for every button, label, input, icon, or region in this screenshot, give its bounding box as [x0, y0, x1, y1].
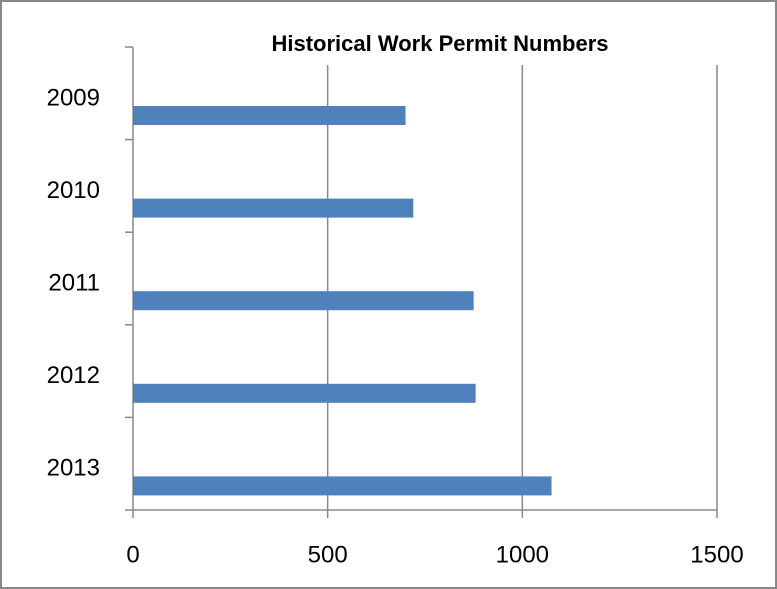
y-tick-label: 2012 [47, 362, 100, 389]
x-tick-label: 500 [308, 541, 348, 568]
bar [133, 291, 474, 311]
x-tick-label: 0 [126, 541, 139, 568]
bar [133, 476, 552, 496]
x-tick-label: 1000 [496, 541, 549, 568]
x-tick-label: 1500 [690, 541, 743, 568]
bar [133, 383, 476, 403]
y-tick-label: 2013 [47, 455, 100, 482]
chart-title: Historical Work Permit Numbers [271, 31, 608, 56]
bar [133, 198, 414, 218]
bar [133, 106, 406, 125]
y-tick-label: 2010 [47, 177, 100, 204]
y-tick-label: 2011 [48, 270, 100, 297]
y-tick-label: 2009 [47, 84, 100, 111]
